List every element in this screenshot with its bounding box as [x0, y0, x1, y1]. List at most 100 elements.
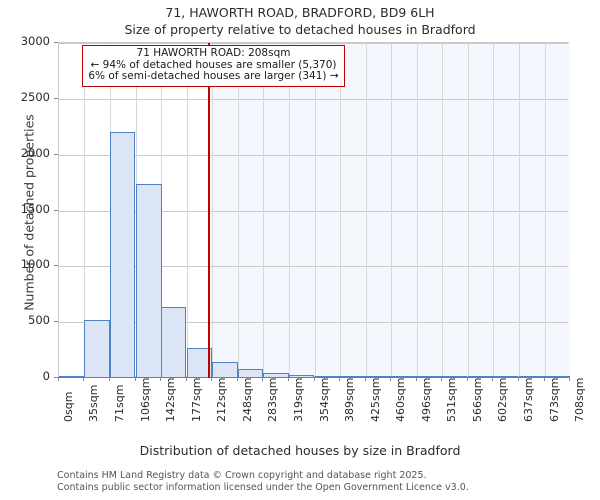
attribution-footer: Contains HM Land Registry data © Crown c… — [57, 470, 557, 493]
plot-area — [58, 42, 570, 378]
x-tick-label: 566sqm — [471, 377, 484, 422]
gridline-vertical — [340, 43, 341, 376]
histogram-bar — [59, 375, 84, 378]
gridline-horizontal — [59, 266, 568, 268]
x-tick-label: 283sqm — [266, 377, 279, 422]
x-tick-label: 673sqm — [548, 377, 561, 422]
histogram-bar — [289, 374, 314, 378]
x-tick-label: 106sqm — [139, 377, 152, 422]
gridline-vertical — [289, 43, 290, 376]
x-tick-label: 248sqm — [241, 377, 254, 422]
larger-region-shading — [211, 43, 570, 376]
gridline-vertical — [442, 43, 443, 376]
histogram-bar — [442, 376, 467, 378]
gridline-vertical — [263, 43, 264, 376]
histogram-bar — [187, 348, 212, 378]
x-tick-label: 354sqm — [318, 377, 331, 422]
x-tick-mark — [569, 377, 570, 381]
x-tick-mark — [314, 377, 315, 381]
x-tick-label: 460sqm — [394, 377, 407, 422]
gridline-horizontal — [59, 43, 568, 44]
gridline-vertical — [238, 43, 239, 376]
x-tick-mark — [262, 377, 263, 381]
gridline-vertical — [212, 43, 213, 376]
gridline-horizontal — [59, 98, 568, 100]
chart-subtitle: Size of property relative to detached ho… — [124, 22, 476, 37]
property-annotation-box: 71 HAWORTH ROAD: 208sqm ← 94% of detache… — [82, 45, 345, 87]
x-tick-label: 35sqm — [87, 384, 100, 422]
annotation-line-3: 6% of semi-detached houses are larger (3… — [88, 70, 339, 83]
x-tick-label: 71sqm — [113, 384, 126, 422]
footer-line-1: Contains HM Land Registry data © Crown c… — [57, 470, 427, 481]
y-tick-mark — [54, 153, 58, 155]
chart-title-block: 71, HAWORTH ROAD, BRADFORD, BD9 6LH Size… — [0, 4, 600, 39]
x-tick-label: 0sqm — [62, 391, 75, 422]
gridline-vertical — [468, 43, 469, 376]
y-tick-label: 2500 — [20, 89, 50, 104]
x-tick-mark — [467, 377, 468, 381]
histogram-bar — [493, 376, 518, 378]
footer-line-2: Contains public sector information licen… — [57, 481, 469, 493]
x-tick-label: 177sqm — [190, 377, 203, 422]
gridline-vertical — [545, 43, 546, 376]
x-tick-label: 531sqm — [445, 377, 458, 422]
x-tick-mark — [109, 377, 110, 381]
gridline-vertical — [315, 43, 316, 376]
y-tick-mark — [54, 97, 58, 99]
x-tick-mark — [492, 377, 493, 381]
x-tick-label: 389sqm — [343, 377, 356, 422]
histogram-bar — [161, 306, 186, 378]
gridline-vertical — [366, 43, 367, 376]
annotation-line-2: ← 94% of detached houses are smaller (5,… — [90, 58, 337, 71]
y-tick-label: 1000 — [20, 257, 50, 272]
gridline-horizontal — [59, 210, 568, 212]
gridline-vertical — [391, 43, 392, 376]
x-tick-mark — [518, 377, 519, 381]
x-tick-mark — [186, 377, 187, 381]
x-tick-label: 637sqm — [522, 377, 535, 422]
histogram-bar — [136, 183, 162, 378]
x-tick-label: 602sqm — [496, 377, 509, 422]
x-tick-mark — [58, 377, 59, 381]
histogram-bar — [212, 362, 238, 378]
gridline-horizontal — [59, 154, 568, 156]
x-axis-label: Distribution of detached houses by size … — [139, 443, 461, 458]
x-tick-label: 212sqm — [215, 377, 228, 422]
y-tick-mark — [54, 321, 58, 323]
x-tick-mark — [83, 377, 84, 381]
gridline-vertical — [187, 43, 188, 376]
y-tick-label: 0 — [42, 369, 50, 383]
x-tick-label: 142sqm — [164, 377, 177, 422]
gridline-vertical — [84, 43, 85, 376]
x-tick-mark — [365, 377, 366, 381]
x-tick-mark — [160, 377, 161, 381]
x-tick-mark — [135, 377, 136, 381]
histogram-bar — [315, 375, 340, 378]
histogram-bar — [84, 320, 110, 378]
x-tick-mark — [544, 377, 545, 381]
x-tick-mark — [339, 377, 340, 381]
x-tick-mark — [237, 377, 238, 381]
y-tick-mark — [54, 265, 58, 267]
y-tick-label: 3000 — [20, 34, 50, 48]
gridline-horizontal — [59, 322, 568, 324]
x-tick-mark — [390, 377, 391, 381]
gridline-vertical — [417, 43, 418, 376]
y-tick-label: 500 — [28, 313, 50, 328]
y-tick-mark — [54, 42, 58, 43]
x-tick-label: 496sqm — [420, 377, 433, 422]
x-tick-mark — [211, 377, 212, 381]
histogram-bar — [263, 372, 289, 378]
x-tick-mark — [441, 377, 442, 381]
x-tick-label: 425sqm — [369, 377, 382, 422]
x-tick-mark — [416, 377, 417, 381]
y-tick-mark — [54, 209, 58, 211]
x-tick-label: 319sqm — [292, 377, 305, 422]
histogram-bar — [110, 131, 135, 378]
y-tick-label: 1500 — [20, 201, 50, 216]
x-tick-mark — [288, 377, 289, 381]
gridline-vertical — [519, 43, 520, 376]
histogram-bar — [238, 369, 263, 378]
x-tick-label: 708sqm — [573, 377, 586, 422]
